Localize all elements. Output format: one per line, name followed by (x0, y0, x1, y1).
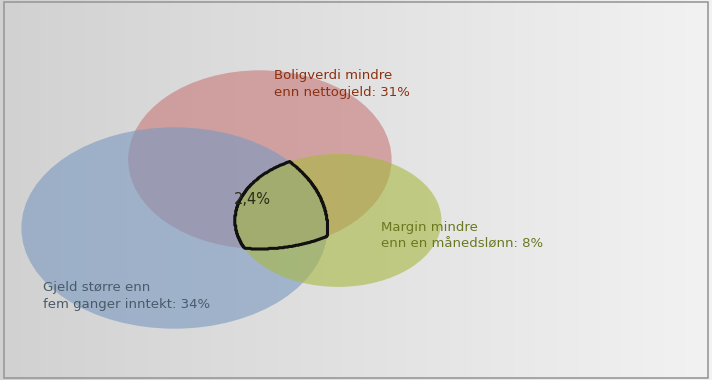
Ellipse shape (21, 127, 328, 329)
Ellipse shape (128, 70, 392, 249)
Text: Gjeld større enn
fem ganger inntekt: 34%: Gjeld større enn fem ganger inntekt: 34% (43, 282, 210, 311)
Ellipse shape (235, 154, 441, 287)
Text: Margin mindre
enn en månedslønn: 8%: Margin mindre enn en månedslønn: 8% (381, 221, 543, 250)
Text: 2,4%: 2,4% (234, 192, 271, 207)
Text: Boligverdi mindre
enn nettogjeld: 31%: Boligverdi mindre enn nettogjeld: 31% (274, 69, 410, 98)
